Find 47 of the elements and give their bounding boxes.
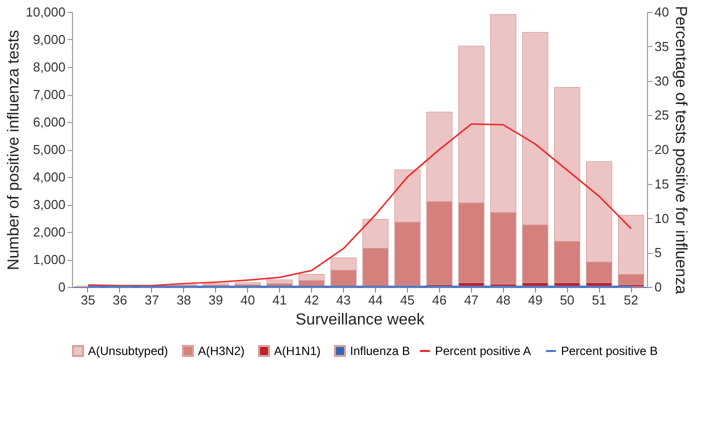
x-tick-label: 50 <box>560 292 574 308</box>
x-tick-label: 45 <box>400 292 415 308</box>
y-tick-label: 5,000 <box>32 142 66 157</box>
y-tick-label: 7,000 <box>32 87 66 102</box>
legend-label: Influenza B <box>350 344 410 358</box>
x-tick-label: 42 <box>304 292 319 308</box>
x-tick-label: 41 <box>272 292 287 308</box>
x-tick-label: 47 <box>464 292 479 308</box>
legend-label: A(H3N2) <box>198 344 245 358</box>
y2-tick-label: 30 <box>654 73 669 88</box>
x-tick-label: 43 <box>336 292 351 308</box>
y-tick-label: 8,000 <box>32 60 66 74</box>
y2-tick-label: 25 <box>654 108 669 123</box>
x-tick-label: 39 <box>208 292 223 308</box>
legend-label: Percent positive A <box>435 344 532 358</box>
x-tick-label: 52 <box>624 292 638 308</box>
y2-tick-label: 5 <box>654 245 662 260</box>
x-tick-label: 38 <box>176 292 192 308</box>
y2-tick-label: 0 <box>654 280 662 294</box>
x-tick-label: 44 <box>368 292 383 308</box>
y-tick-label: 1,000 <box>32 252 66 267</box>
y-tick-label: 3,000 <box>32 197 66 212</box>
y-tick-label: 9,000 <box>32 32 66 47</box>
y-tick-label: 6,000 <box>32 114 66 130</box>
x-tick-label: 37 <box>144 292 160 308</box>
x-axis-title: Surveillance week <box>296 312 426 328</box>
y2-tick-label: 35 <box>654 38 669 54</box>
x-tick-label: 40 <box>240 292 255 308</box>
x-tick-label: 46 <box>432 292 447 308</box>
x-tick-label: 51 <box>592 292 606 308</box>
x-tick-label: 48 <box>496 292 510 308</box>
x-tick-label: 35 <box>80 292 96 308</box>
y-tick-label: 2,000 <box>32 224 66 240</box>
x-tick-label: 36 <box>112 292 128 308</box>
y2-tick-label: 15 <box>654 176 669 192</box>
y-tick-label: 10,000 <box>26 4 66 20</box>
y2-tick-label: 10 <box>654 210 669 226</box>
y-tick-label: 0 <box>58 280 66 294</box>
y2-axis-title: Percentage of tests positive for influenza <box>672 6 689 294</box>
legend-label: A(Unsubtyped) <box>88 344 168 358</box>
legend-label: A(H1N1) <box>274 344 321 358</box>
y-tick-label: 4,000 <box>32 170 66 184</box>
legend-label: Percent positive B <box>561 344 658 358</box>
y2-tick-label: 20 <box>654 142 669 157</box>
x-tick-label: 49 <box>528 292 542 308</box>
y2-tick-label: 40 <box>654 4 669 20</box>
y-axis-title: Number of positive influenza tests <box>6 30 23 270</box>
